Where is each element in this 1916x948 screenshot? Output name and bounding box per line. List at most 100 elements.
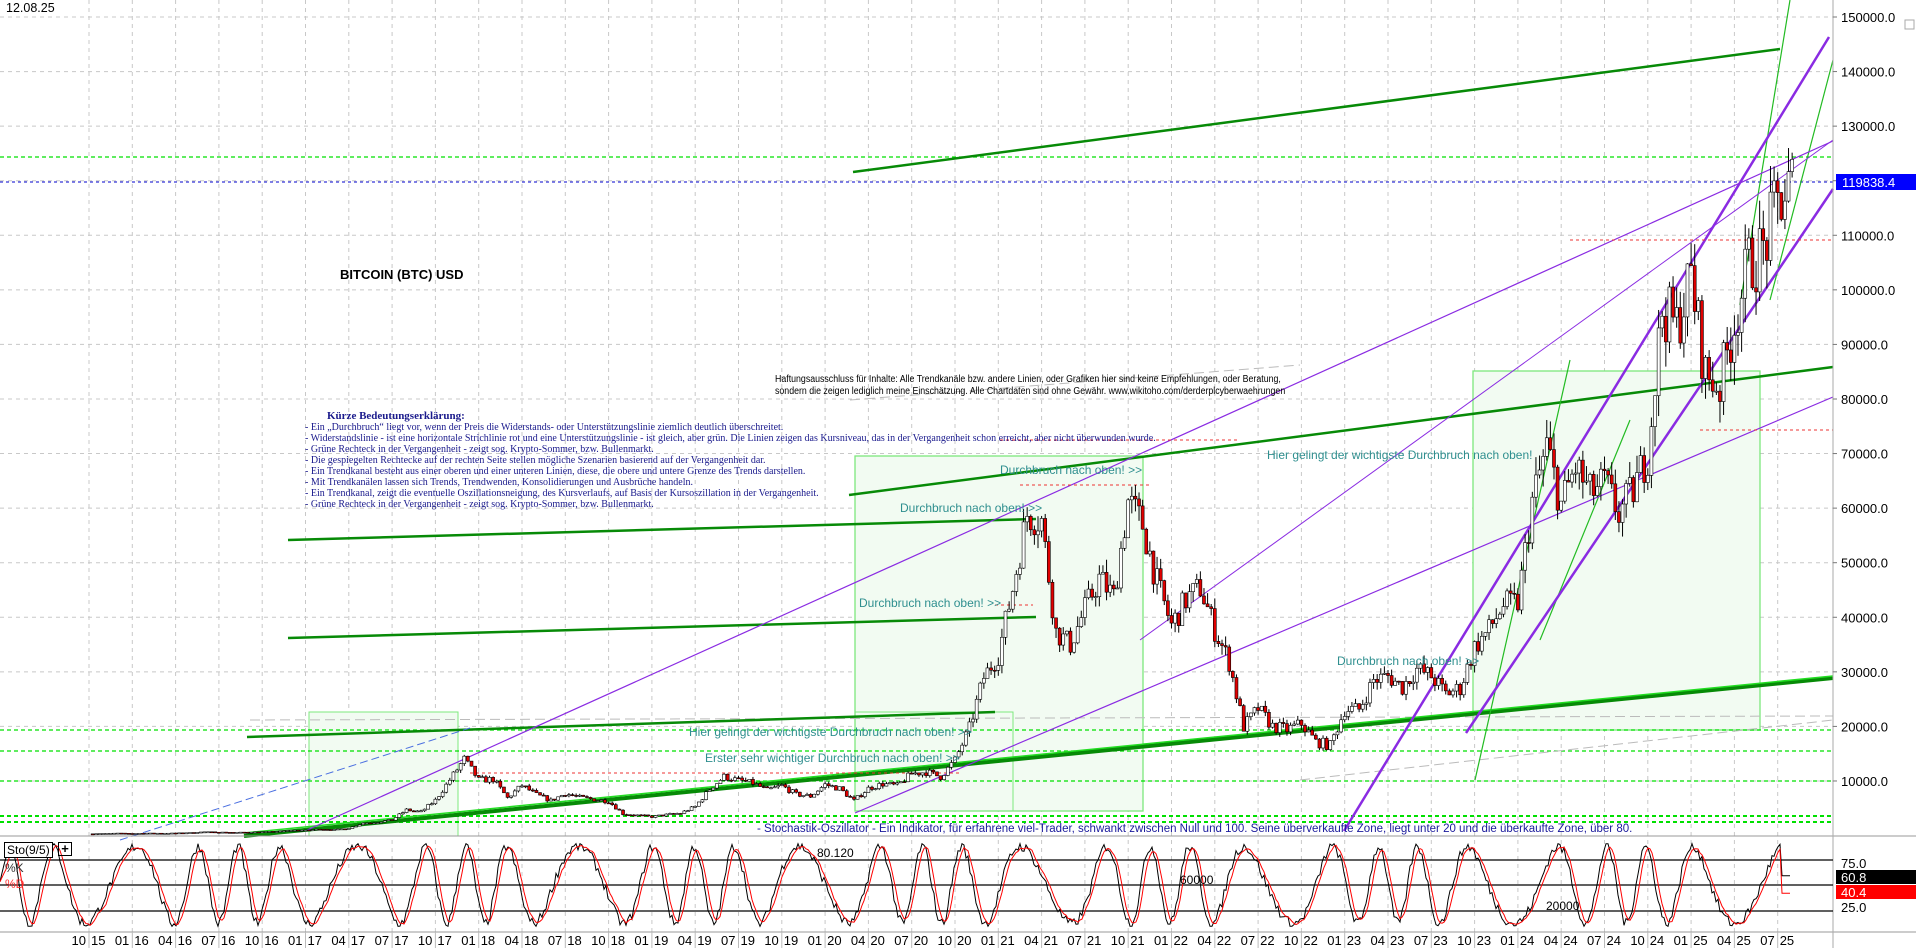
candle — [808, 794, 813, 798]
candle — [1184, 592, 1188, 609]
candle — [310, 829, 315, 831]
x-tick-label: 04 — [505, 933, 519, 948]
candle — [1314, 734, 1318, 740]
candle — [581, 794, 586, 797]
x-tick-label: 10 — [1111, 933, 1125, 948]
x-tick-label: 21 — [1044, 933, 1058, 948]
x-tick-label: 22 — [1217, 933, 1231, 948]
x-tick-label: 21 — [1087, 933, 1101, 948]
candle — [206, 831, 210, 834]
legend-line: - Die gespiegelten Rechtecke auf der rec… — [305, 455, 766, 466]
disclaimer-line-2: sondern die zeigen lediglich meine Einsc… — [775, 386, 1286, 397]
candle — [1010, 591, 1015, 610]
candle — [213, 831, 218, 834]
x-tick-label: 04 — [678, 933, 692, 948]
candle — [159, 832, 163, 835]
add-indicator-icon[interactable]: + — [58, 842, 72, 856]
k-value: 60.8 — [1841, 870, 1866, 885]
legend-line: - Ein „Durchbruch“ liegt vor, wenn der P… — [305, 422, 784, 433]
candle — [1281, 722, 1286, 724]
candle — [1202, 595, 1206, 605]
stochastic-indicator-label[interactable]: Sto(9/5) — [4, 842, 53, 858]
candle — [141, 833, 145, 835]
candle — [967, 721, 972, 733]
candle — [577, 794, 582, 797]
candle — [1223, 645, 1228, 648]
x-tick-label: 22 — [1260, 933, 1274, 948]
candle — [628, 814, 633, 817]
candle — [1483, 632, 1488, 637]
candle — [527, 785, 532, 791]
candle — [1176, 612, 1181, 626]
candle — [949, 762, 954, 768]
candle — [249, 831, 254, 834]
candle — [1454, 684, 1459, 692]
candle — [314, 828, 319, 831]
candle — [361, 822, 366, 825]
candle — [155, 832, 160, 835]
candle — [264, 831, 268, 833]
candle — [162, 832, 167, 835]
candle — [415, 810, 420, 813]
candle — [653, 815, 658, 818]
candle — [888, 782, 892, 784]
candle — [1487, 619, 1491, 633]
x-tick-label: 22 — [1303, 933, 1317, 948]
candle — [960, 744, 965, 753]
candle — [1285, 723, 1289, 733]
candle — [1050, 581, 1055, 619]
candle — [650, 815, 654, 818]
candle — [1739, 297, 1744, 333]
x-tick-label: 25 — [1736, 933, 1750, 948]
candle — [116, 832, 120, 835]
candle — [1544, 437, 1549, 457]
x-tick-label: 16 — [264, 933, 278, 948]
candle — [1501, 606, 1506, 615]
candle — [686, 810, 690, 812]
candle — [1635, 472, 1639, 503]
k-value-badge — [1836, 870, 1916, 884]
candle — [1295, 719, 1300, 725]
candle — [1418, 663, 1423, 669]
candle — [1065, 630, 1069, 635]
candle — [891, 782, 896, 785]
candle — [707, 789, 712, 792]
candle — [974, 698, 979, 720]
collapse-icon[interactable] — [1904, 19, 1915, 30]
y-tick-label: 50000.0 — [1841, 556, 1888, 571]
candle — [614, 804, 618, 810]
candle — [805, 794, 809, 796]
y-axis: 150000.0140000.0130000.0120000.0110000.0… — [1833, 10, 1895, 789]
candle — [274, 831, 279, 833]
last-price-value: 119838.4 — [1842, 175, 1895, 190]
candle — [595, 800, 600, 802]
candle — [375, 822, 380, 824]
candle — [837, 786, 842, 791]
candle — [1469, 663, 1473, 666]
candle — [1288, 724, 1293, 733]
candle — [350, 826, 355, 829]
d-value: 40.4 — [1841, 885, 1866, 900]
candle — [718, 780, 723, 784]
candle — [1415, 667, 1419, 683]
candle — [1728, 349, 1733, 363]
y-tick-label: 70000.0 — [1841, 447, 1888, 462]
candle — [938, 775, 943, 780]
candle — [747, 779, 752, 782]
candle — [1158, 568, 1163, 581]
candle — [1220, 643, 1224, 646]
candle — [1086, 588, 1091, 599]
candle — [1465, 663, 1470, 683]
y-tick-label: 130000.0 — [1841, 119, 1895, 134]
candle — [1566, 480, 1571, 483]
candle — [134, 833, 138, 835]
candle — [1404, 681, 1408, 695]
last-price-badge — [1836, 174, 1916, 190]
candle — [927, 769, 932, 776]
candle — [700, 799, 705, 803]
candle — [895, 782, 900, 785]
candle — [1689, 263, 1693, 266]
candle — [711, 787, 716, 791]
candle — [1151, 550, 1156, 585]
candle — [253, 831, 257, 834]
